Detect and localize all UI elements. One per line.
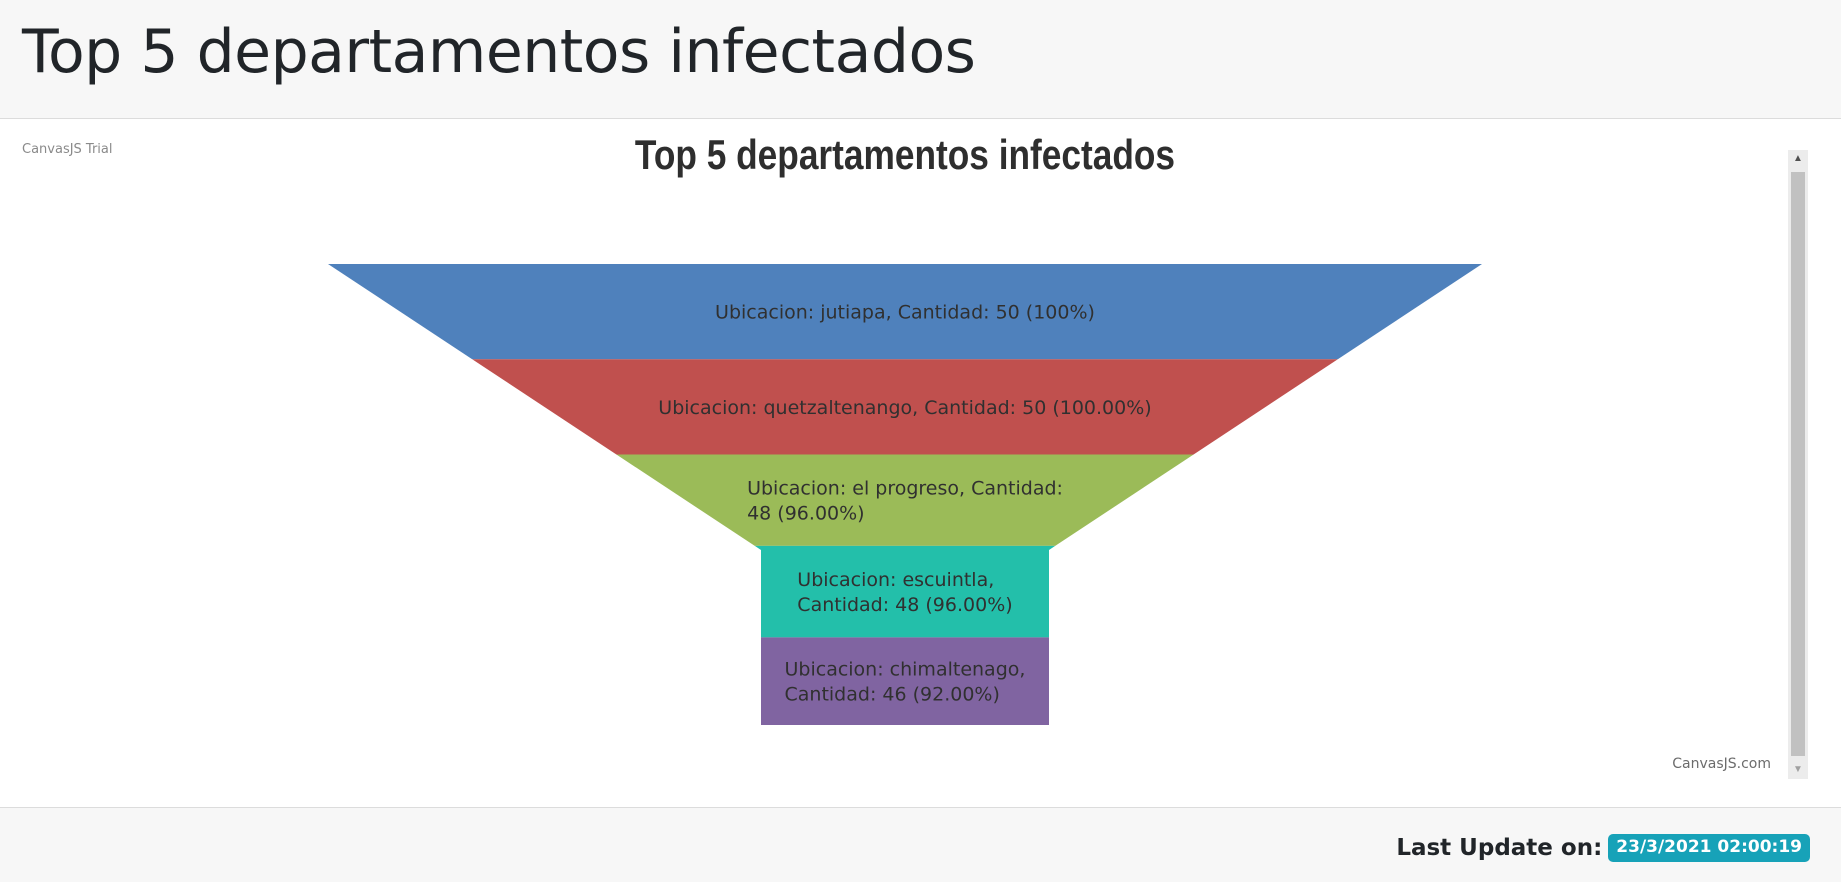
funnel-section-quetzaltenango[interactable] — [472, 359, 1338, 455]
funnel-label: Ubicacion: el progreso, Cantidad: 48 (96.… — [747, 478, 1063, 525]
funnel-section-el-progreso[interactable] — [616, 454, 1194, 546]
scroll-up-arrow-icon[interactable]: ▲ — [1793, 153, 1803, 164]
canvasjs-trial-label: CanvasJS Trial — [22, 142, 113, 157]
last-update: Last Update on: 23/3/2021 02:00:19 — [1396, 834, 1810, 862]
scroll-down-arrow-icon[interactable]: ▼ — [1793, 764, 1803, 775]
canvasjs-credit-link[interactable]: CanvasJS.com — [1672, 756, 1771, 772]
page-header: Top 5 departamentos infectados — [0, 0, 1841, 119]
chart-card: Top 5 departamentos infectados Ubicacion… — [0, 120, 1841, 807]
chart-title: Top 5 departamentos infectados — [635, 132, 1175, 179]
funnel-section-chimaltenago[interactable] — [761, 637, 1049, 725]
last-update-badge: 23/3/2021 02:00:19 — [1608, 834, 1810, 862]
funnel-chart: Top 5 departamentos infectados Ubicacion… — [328, 132, 1482, 725]
page-title: Top 5 departamentos infectados — [22, 17, 976, 87]
funnel-label: Ubicacion: escuintla, Cantidad: 48 (96.00… — [797, 569, 1012, 616]
funnel-label: Ubicacion: jutiapa, Cantidad: 50 (100%) — [715, 302, 1095, 324]
funnel-label: Ubicacion: chimaltenago, Cantidad: 46 (92… — [785, 659, 1026, 706]
chart-scrollbar[interactable]: ▲ ▼ — [1788, 150, 1808, 779]
last-update-label: Last Update on: — [1396, 835, 1603, 861]
scroll-thumb[interactable] — [1791, 172, 1805, 756]
funnel-label: Ubicacion: quetzaltenango, Cantidad: 50 … — [658, 397, 1151, 419]
funnel-section-jutiapa[interactable] — [328, 264, 1482, 360]
page-footer: Last Update on: 23/3/2021 02:00:19 — [0, 807, 1841, 882]
funnel-section-escuintla[interactable] — [754, 545, 1056, 638]
